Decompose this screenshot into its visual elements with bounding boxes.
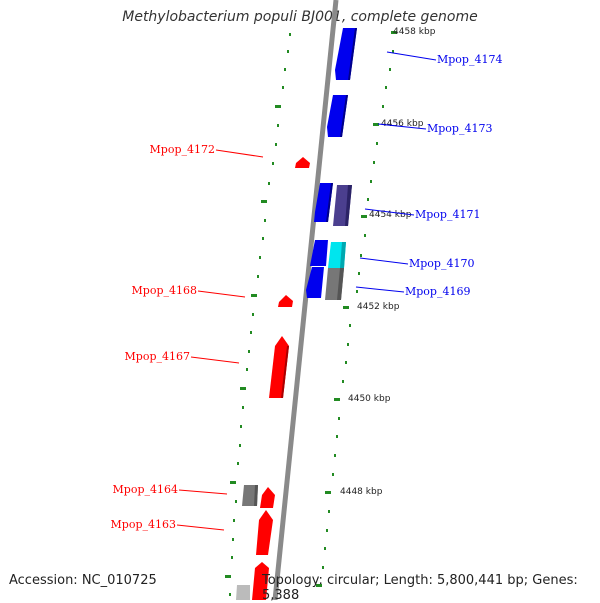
gene-label-mpop-4163[interactable]: Mpop_4163 <box>111 518 176 531</box>
left-grid-track <box>225 33 291 596</box>
gene-label-mpop-4169[interactable]: Mpop_4169 <box>405 285 470 298</box>
gene-label-mpop-4171[interactable]: Mpop_4171 <box>415 208 480 221</box>
gene-mpop-4170-highlight[interactable] <box>328 242 346 268</box>
gene-mpop-4169-arrow[interactable] <box>306 267 324 298</box>
gene-label-mpop-4174[interactable]: Mpop_4174 <box>437 53 502 66</box>
left-leaders <box>176 149 264 531</box>
gene-mpop-4172-arrow[interactable] <box>295 157 310 168</box>
scale-label-4458: 4458 kbp <box>393 27 436 37</box>
gene-mpop-4174-arrow[interactable] <box>335 28 357 80</box>
scale-label-4452: 4452 kbp <box>357 302 400 312</box>
gene-label-mpop-4168[interactable]: Mpop_4168 <box>132 284 197 297</box>
scale-label-4456: 4456 kbp <box>381 119 424 129</box>
gene-label-mpop-4173[interactable]: Mpop_4173 <box>427 122 492 135</box>
gene-label-mpop-4170[interactable]: Mpop_4170 <box>409 257 474 270</box>
gene-label-mpop-4167[interactable]: Mpop_4167 <box>125 350 190 363</box>
gene-label-mpop-4164[interactable]: Mpop_4164 <box>113 483 178 496</box>
right-grid-track <box>316 31 397 587</box>
gene-mpop-4168-arrow[interactable] <box>278 295 293 307</box>
gene-mpop-4163-arrow[interactable] <box>256 510 273 555</box>
gene-mpop-4169b-block[interactable] <box>325 268 344 300</box>
scale-label-4450: 4450 kbp <box>348 394 391 404</box>
gene-gray-block-bottom[interactable] <box>236 585 250 600</box>
gene-label-mpop-4172[interactable]: Mpop_4172 <box>150 143 215 156</box>
gene-mpop-4162-arrow[interactable] <box>252 562 269 600</box>
gene-mpop-4164-arrow[interactable] <box>260 487 275 508</box>
gene-mpop-4173-arrow[interactable] <box>327 95 348 137</box>
accession-text: Accession: NC_010725 <box>9 573 157 588</box>
genome-title: Methylobacterium populi BJ001, complete … <box>122 9 478 25</box>
gene-mpop-4170-arrow[interactable] <box>310 240 328 266</box>
right-leaders <box>355 51 437 293</box>
scale-label-4448: 4448 kbp <box>340 487 383 497</box>
genome-summary-text: Topology: circular; Length: 5,800,441 bp… <box>262 573 578 603</box>
genome-backbone <box>272 0 339 600</box>
gene-mpop-4167-arrow[interactable] <box>269 336 289 398</box>
gene-mpop-4171b-arrow[interactable] <box>333 185 352 226</box>
scale-label-4454: 4454 kbp <box>369 210 412 220</box>
gene-mpop-4164-block[interactable] <box>242 485 258 506</box>
gene-mpop-4171-arrow[interactable] <box>314 183 333 222</box>
